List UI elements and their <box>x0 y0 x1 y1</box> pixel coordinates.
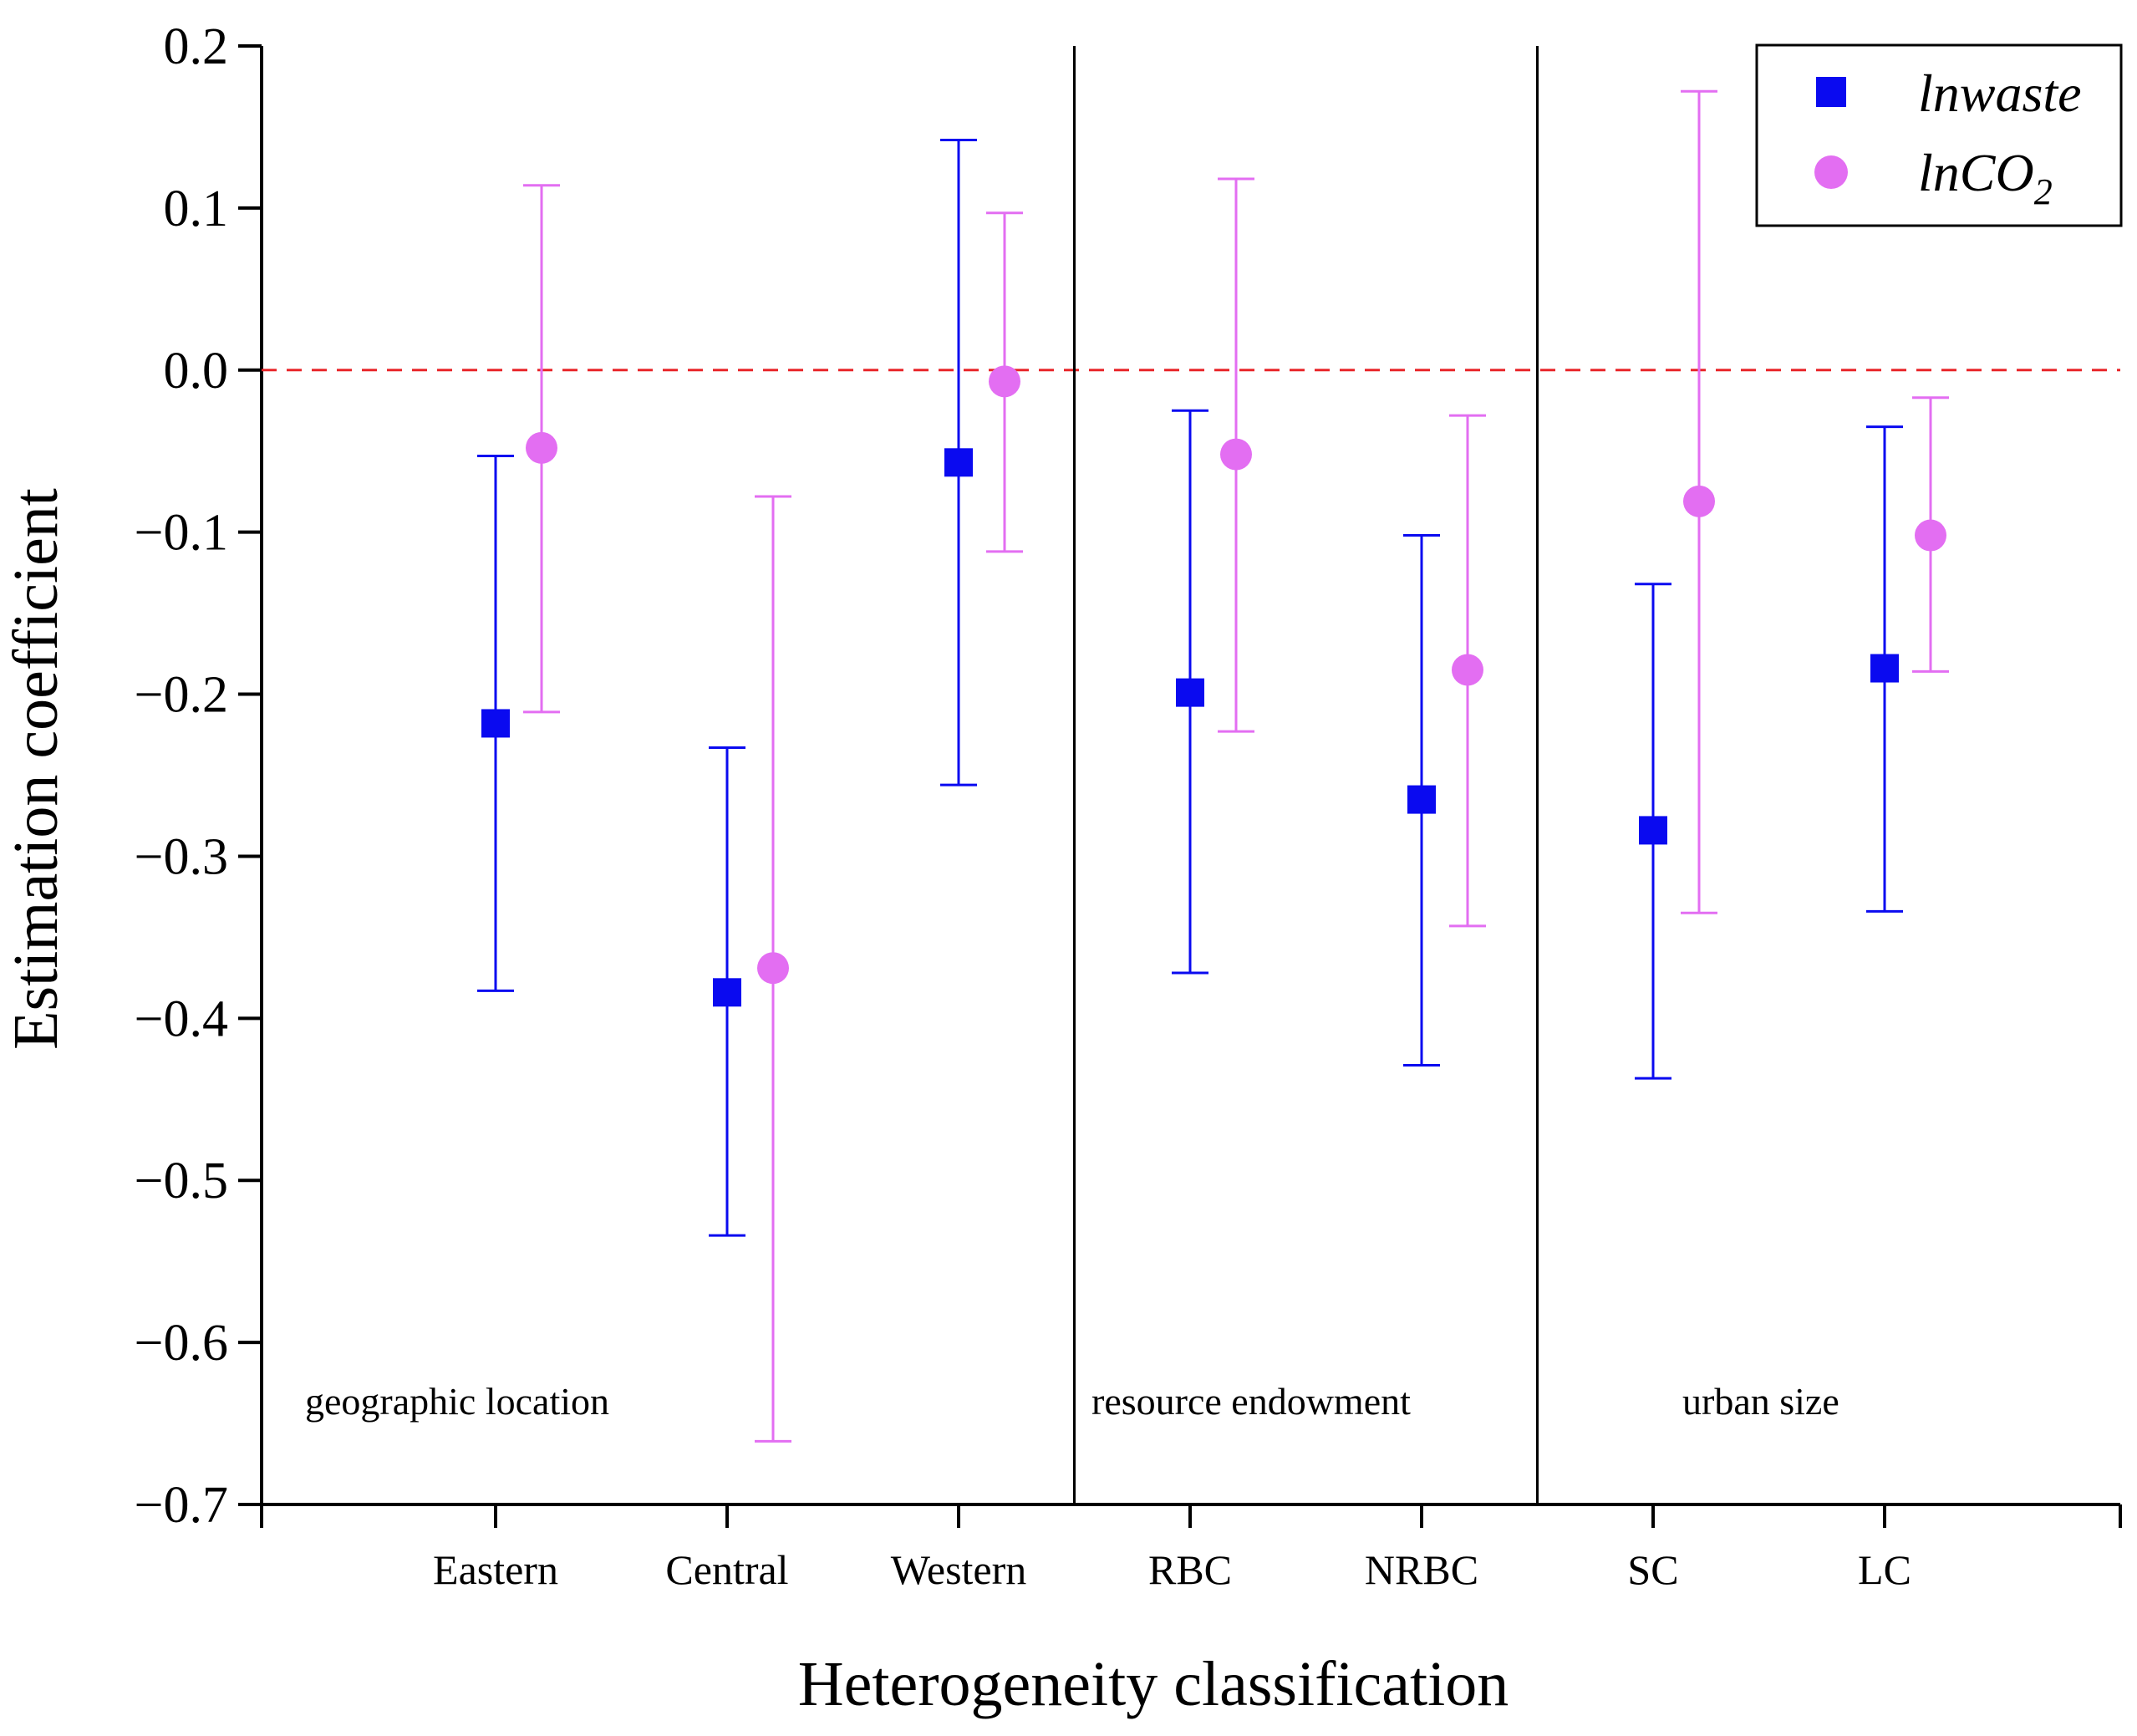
y-tick-label: −0.4 <box>135 990 228 1047</box>
y-ticks: 0.2 0.1 0.0 −0.1 −0.2 −0.3 −0.4 −0.5 −0.6 −0.7 <box>135 18 262 1534</box>
legend-box <box>1755 43 2123 227</box>
x-tick-label: NRBC <box>1365 1546 1478 1593</box>
data-point-square <box>713 978 741 1007</box>
y-tick-label: −0.3 <box>135 828 228 885</box>
data-point-circle <box>1452 654 1483 686</box>
y-tick-label: −0.5 <box>135 1153 228 1209</box>
data-point-square <box>1176 678 1204 707</box>
data-point-square <box>481 709 510 738</box>
x-tick-label: LC <box>1858 1546 1911 1593</box>
y-tick-label: −0.2 <box>135 667 228 724</box>
series-layer <box>477 89 1949 1443</box>
y-tick-label: −0.1 <box>135 505 228 562</box>
x-tick-label: Eastern <box>433 1546 558 1593</box>
data-point-square <box>944 448 973 477</box>
group-label: geographic location <box>305 1380 609 1423</box>
x-axis-title: Heterogeneity classification <box>798 1649 1509 1719</box>
legend-lnco2-label: lnCO2 <box>1918 143 2053 212</box>
data-point-circle <box>1683 485 1715 517</box>
x-tick-label: SC <box>1627 1546 1678 1593</box>
y-tick-label: 0.1 <box>164 181 229 237</box>
data-point-circle <box>989 365 1020 398</box>
legend: lnwaste lnCO2 <box>1755 43 2123 227</box>
group-labels: geographic location resource endowment urb… <box>305 1380 1839 1423</box>
data-point-square <box>1870 654 1899 683</box>
group-label: resource endowment <box>1091 1380 1411 1423</box>
y-tick-label: 0.2 <box>164 18 229 75</box>
data-point-circle <box>1220 438 1252 471</box>
x-tick-label: Western <box>891 1546 1027 1593</box>
y-tick-label: 0.0 <box>164 343 229 400</box>
y-tick-label: −0.7 <box>135 1477 228 1534</box>
data-point-square <box>1407 785 1436 814</box>
data-point-circle <box>526 431 557 464</box>
data-point-circle <box>757 952 789 985</box>
legend-lnco2-subscript: 2 <box>2034 171 2053 212</box>
y-tick-label: −0.6 <box>135 1315 228 1372</box>
y-gridless-axis-group: 0.2 0.1 0.0 −0.1 −0.2 −0.3 −0.4 −0.5 −0.6 −0.7 Ea… <box>135 18 2122 1593</box>
legend-lnwaste-label: lnwaste <box>1918 64 2082 123</box>
series-lnCO2 <box>523 89 1949 1443</box>
group-dividers <box>1073 46 1539 1504</box>
series-lnwaste <box>477 138 1903 1237</box>
data-point-square <box>1639 816 1667 845</box>
legend-lnwaste-marker <box>1816 77 1846 107</box>
legend-lnco2-marker <box>1814 155 1848 189</box>
x-tick-label: RBC <box>1148 1546 1232 1593</box>
x-ticks: Eastern Central Western RBC NRBC SC LC <box>260 1504 2122 1593</box>
group-label: urban size <box>1682 1380 1839 1423</box>
y-axis-title: Estimation coefficient <box>1 488 71 1050</box>
data-point-circle <box>1915 519 1946 552</box>
x-tick-label: Central <box>665 1546 788 1593</box>
legend-lnco2-main: lnCO <box>1918 143 2034 202</box>
